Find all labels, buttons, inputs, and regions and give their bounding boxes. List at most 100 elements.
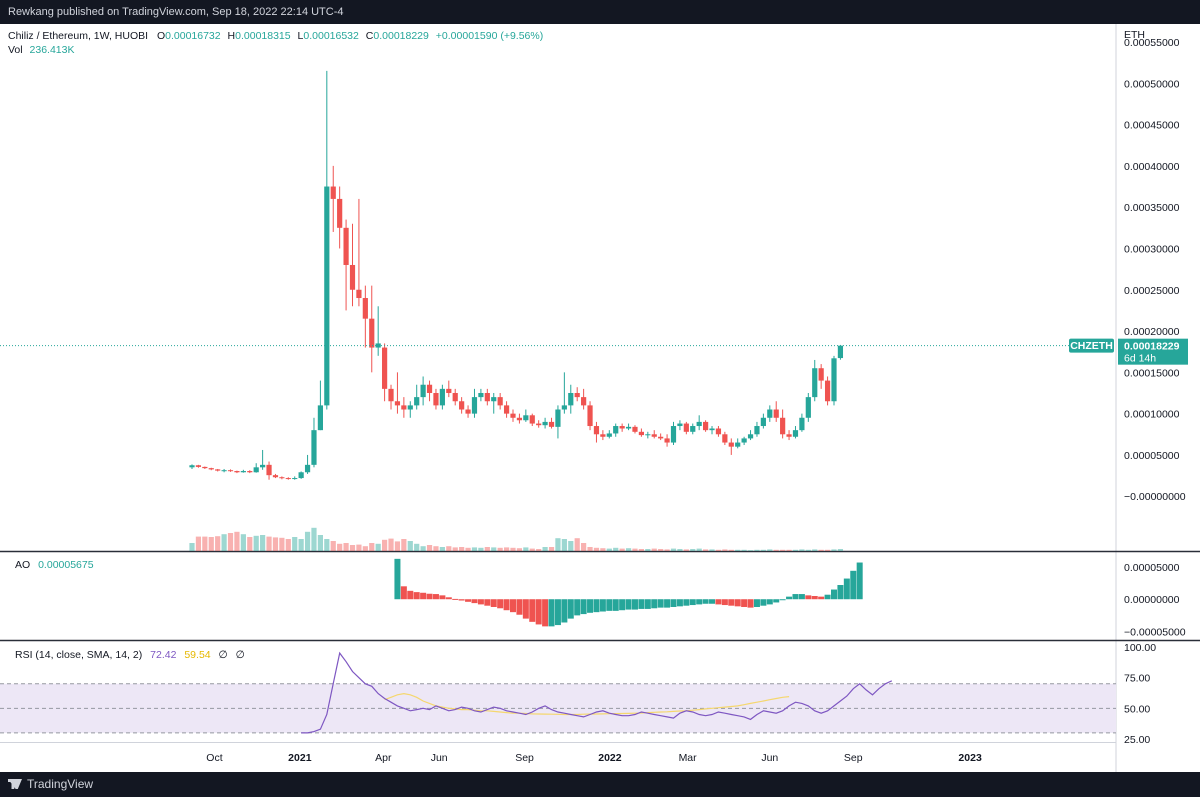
candle-body bbox=[703, 421, 709, 431]
ao-bar bbox=[625, 599, 632, 610]
volume-bar bbox=[311, 527, 317, 551]
rsi-tick-label: 50.00 bbox=[1124, 703, 1150, 715]
candle-body bbox=[529, 415, 535, 424]
price-scale[interactable]: 0.00055000 0.00050000 0.00045000 0.00040000… bbox=[1124, 37, 1186, 503]
candle-body bbox=[414, 397, 420, 406]
main-legend[interactable]: Chiliz / Ethereum, 1W, HUOBI O0.00016732… bbox=[8, 29, 1145, 56]
ao-bar bbox=[599, 599, 606, 612]
candle-body bbox=[439, 388, 445, 406]
price-tick-label: 0.00035000 bbox=[1124, 202, 1180, 214]
candle-body bbox=[735, 442, 741, 447]
volume-bar bbox=[651, 548, 657, 551]
tradingview-logo-icon bbox=[8, 779, 22, 789]
ao-bar bbox=[510, 599, 516, 613]
candle-body bbox=[202, 466, 208, 469]
volume-bar bbox=[382, 539, 388, 551]
volume-bar bbox=[189, 543, 195, 551]
rsi-scale[interactable]: 100.00 75.00 50.00 25.00 bbox=[1124, 642, 1156, 746]
price-tick-label: 0.00025000 bbox=[1124, 285, 1180, 297]
ao-bar bbox=[638, 599, 645, 609]
candle-body bbox=[401, 405, 407, 410]
candle-body bbox=[651, 434, 657, 437]
rsi-legend[interactable]: RSI (14, close, SMA, 14, 2) 72.42 59.54 … bbox=[15, 649, 245, 661]
volume-bar bbox=[561, 539, 567, 551]
last-price-box bbox=[1118, 338, 1188, 365]
ao-bar bbox=[683, 599, 690, 606]
volume-bar bbox=[824, 549, 831, 551]
ao-scale[interactable]: 0.00005000 0.00000000 −0.00005000 bbox=[1124, 562, 1186, 639]
volume-bar bbox=[799, 549, 805, 551]
publisher-banner: Rewkang published on TradingView.com, Se… bbox=[0, 0, 1200, 24]
ao-bar bbox=[587, 599, 594, 613]
ao-bar bbox=[420, 592, 427, 600]
ao-bar bbox=[824, 594, 831, 600]
volume-bar bbox=[767, 549, 773, 551]
ao-bar bbox=[753, 599, 760, 607]
price-tick-label: 0.00020000 bbox=[1124, 326, 1180, 338]
candle-body bbox=[780, 417, 786, 435]
candle-body bbox=[658, 436, 664, 439]
low-label: L bbox=[298, 30, 304, 42]
candle-body bbox=[754, 426, 760, 435]
volume-bar bbox=[369, 543, 375, 551]
candle-body bbox=[645, 434, 651, 436]
candle-body bbox=[407, 405, 413, 410]
ao-bar bbox=[407, 590, 414, 600]
candle-body bbox=[683, 423, 689, 432]
volume-bar bbox=[523, 547, 529, 551]
price-tick-label: 0.00040000 bbox=[1124, 161, 1180, 173]
candle-body bbox=[536, 423, 542, 426]
candle-body bbox=[709, 428, 715, 431]
price-tick-label: 0.00055000 bbox=[1124, 37, 1180, 49]
ao-legend[interactable]: AO 0.00005675 bbox=[15, 559, 94, 571]
volume-bar bbox=[645, 549, 651, 551]
volume-bar bbox=[292, 537, 298, 551]
rsi-tick-label: 75.00 bbox=[1124, 673, 1150, 685]
price-tick-label: 0.00010000 bbox=[1124, 409, 1180, 421]
candle-body bbox=[593, 426, 600, 435]
volume-bar bbox=[260, 535, 266, 551]
candle-body bbox=[337, 198, 343, 228]
candle-body bbox=[664, 438, 670, 443]
ao-bar bbox=[477, 599, 484, 605]
candle-body bbox=[715, 428, 722, 435]
candle-body bbox=[272, 475, 279, 478]
chart-frame[interactable]: 0.00055000 0.00050000 0.00045000 0.00040000… bbox=[0, 24, 1200, 772]
ao-bar bbox=[856, 562, 863, 600]
candle-body bbox=[760, 417, 766, 427]
volume-bar bbox=[330, 541, 336, 551]
volume-bar bbox=[664, 549, 670, 551]
ao-bar bbox=[593, 599, 600, 613]
volume-bar bbox=[227, 533, 234, 551]
volume-bar bbox=[690, 549, 696, 551]
ao-bar bbox=[689, 599, 696, 606]
ao-bar bbox=[805, 595, 812, 600]
volume-bar bbox=[760, 549, 766, 551]
chart-canvas[interactable]: 0.00055000 0.00050000 0.00045000 0.00040000… bbox=[0, 24, 1200, 772]
rsi-tick-label: 25.00 bbox=[1124, 734, 1150, 746]
candle-body bbox=[382, 347, 388, 389]
price-tick-label: 0.00045000 bbox=[1124, 120, 1180, 132]
volume-bar bbox=[503, 547, 510, 551]
volume-bar bbox=[600, 548, 606, 551]
volume-bar bbox=[439, 547, 445, 551]
volume-bar bbox=[375, 543, 381, 551]
candle-body bbox=[260, 464, 266, 468]
candle-body bbox=[324, 186, 330, 406]
candle-body bbox=[786, 434, 792, 437]
volume-bar bbox=[613, 547, 619, 551]
candle-body bbox=[362, 298, 368, 319]
candle-body bbox=[433, 392, 439, 406]
candle-body bbox=[767, 409, 773, 418]
time-axis[interactable]: Oct 2021 Apr Jun Sep 2022 Mar Jun Sep 2023 bbox=[206, 752, 982, 764]
volume-bar bbox=[247, 537, 253, 551]
ao-bar bbox=[811, 596, 818, 600]
ao-label: AO bbox=[15, 559, 30, 571]
ao-bar bbox=[651, 599, 658, 609]
candle-body bbox=[195, 465, 202, 467]
candle-body bbox=[292, 478, 298, 480]
volume-bar bbox=[433, 546, 439, 551]
candle-body bbox=[459, 401, 465, 410]
candle-body bbox=[240, 471, 246, 473]
time-tick-label: Jun bbox=[431, 752, 448, 764]
